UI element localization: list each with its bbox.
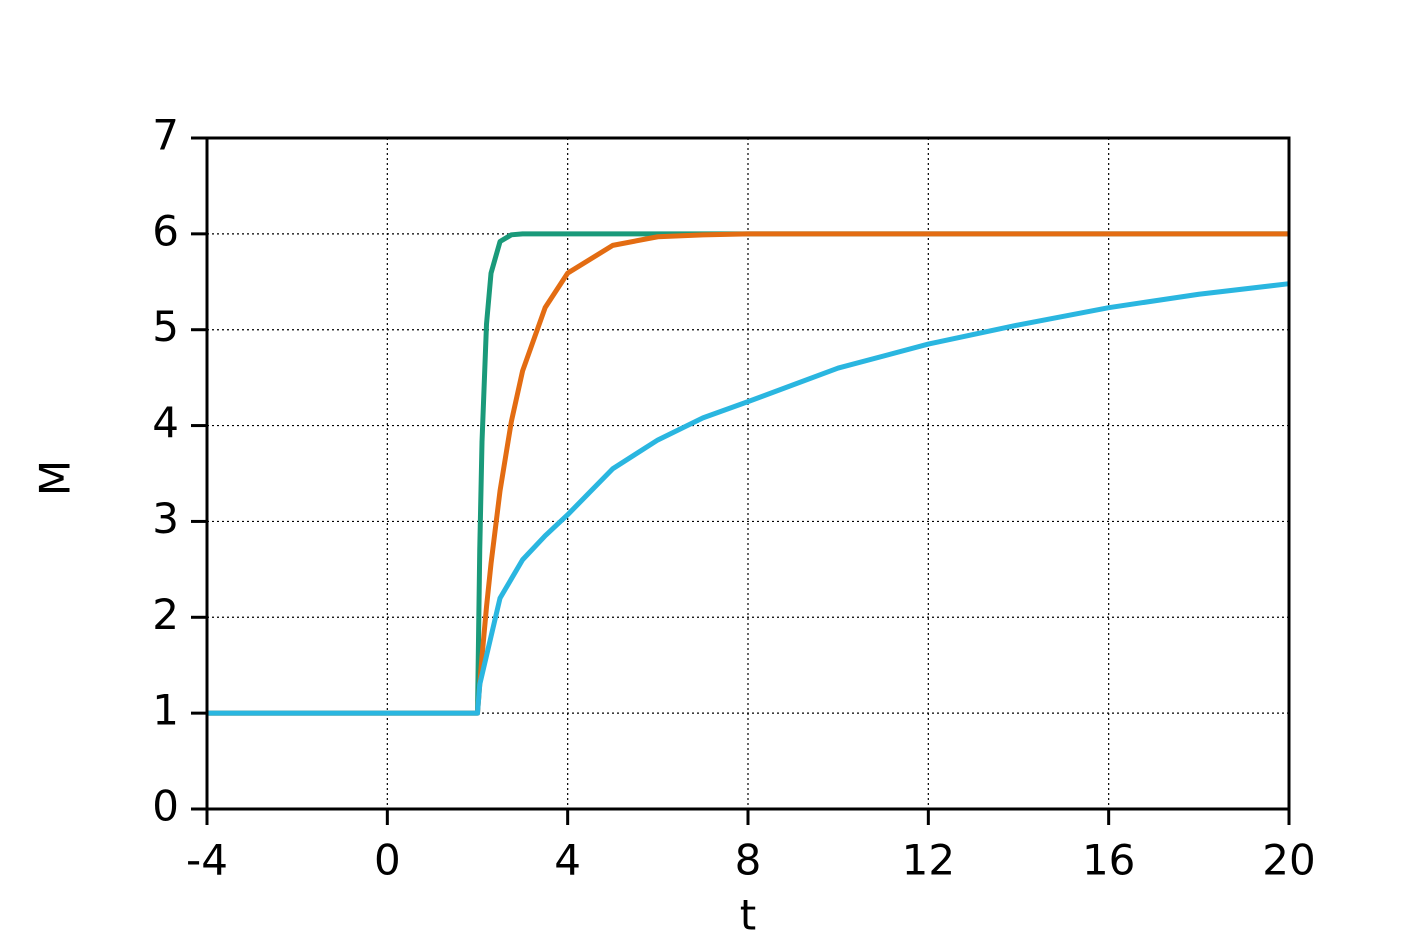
y-axis-label: M: [31, 460, 80, 496]
x-tick-label: 16: [1082, 836, 1135, 885]
x-tick-label: -4: [186, 836, 228, 885]
y-tick-label: 2: [152, 590, 179, 639]
x-tick-label: 12: [902, 836, 955, 885]
y-tick-label: 7: [152, 111, 179, 160]
plot-area: [207, 231, 1290, 716]
x-tick-label: 4: [554, 836, 581, 885]
x-tick-label: 20: [1262, 836, 1315, 885]
y-tick-label: 6: [152, 206, 179, 255]
x-tick-label: 8: [735, 836, 762, 885]
grid: [206, 137, 1290, 810]
x-axis-label: t: [740, 891, 756, 940]
y-tick-label: 4: [152, 398, 179, 447]
series-line: [207, 281, 1290, 716]
y-tick-label: 3: [152, 494, 179, 543]
y-tick-label: 1: [152, 686, 179, 735]
y-tick-label: 5: [152, 302, 179, 351]
x-tick-label: 0: [374, 836, 401, 885]
y-tick-label: 0: [152, 782, 179, 831]
